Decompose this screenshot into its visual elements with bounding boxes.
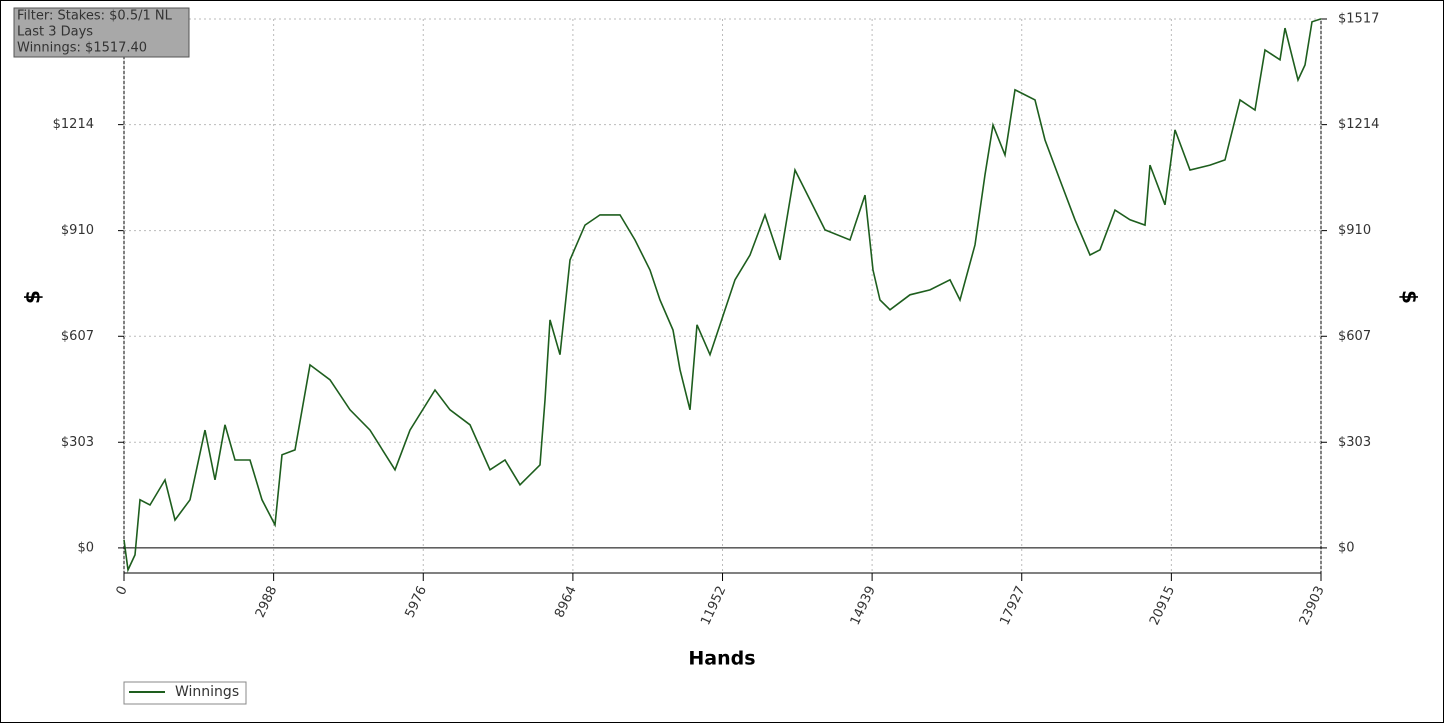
- y-tick-label: $1214: [53, 117, 94, 132]
- annotation: Filter: Stakes: $0.5/1 NL: [17, 9, 173, 24]
- y2-tick-label: $1517: [1338, 12, 1379, 27]
- legend: [123, 681, 247, 705]
- y2-tick-label: $303: [1338, 435, 1371, 450]
- annotation: Last 3 Days: [17, 25, 93, 40]
- annotation: Winnings: $1517.40: [17, 41, 147, 56]
- data-line: [123, 18, 1322, 573]
- y-axis-label: $: [21, 290, 45, 304]
- y2-axis-label: $: [1398, 290, 1422, 304]
- y-tick-label: $910: [61, 223, 94, 238]
- y-tick-label: $607: [61, 329, 94, 344]
- y-tick-label: $0: [77, 540, 94, 555]
- y-tick-label: $303: [61, 435, 94, 450]
- y2-tick-label: $607: [1338, 329, 1371, 344]
- y2-tick-label: $1214: [1338, 117, 1379, 132]
- y2-tick-label: $910: [1338, 223, 1371, 238]
- legend-label: Winnings: [175, 684, 239, 700]
- y2-tick-label: $0: [1338, 540, 1355, 555]
- filter-box: [13, 7, 190, 58]
- x-axis-label: Hands: [688, 648, 755, 670]
